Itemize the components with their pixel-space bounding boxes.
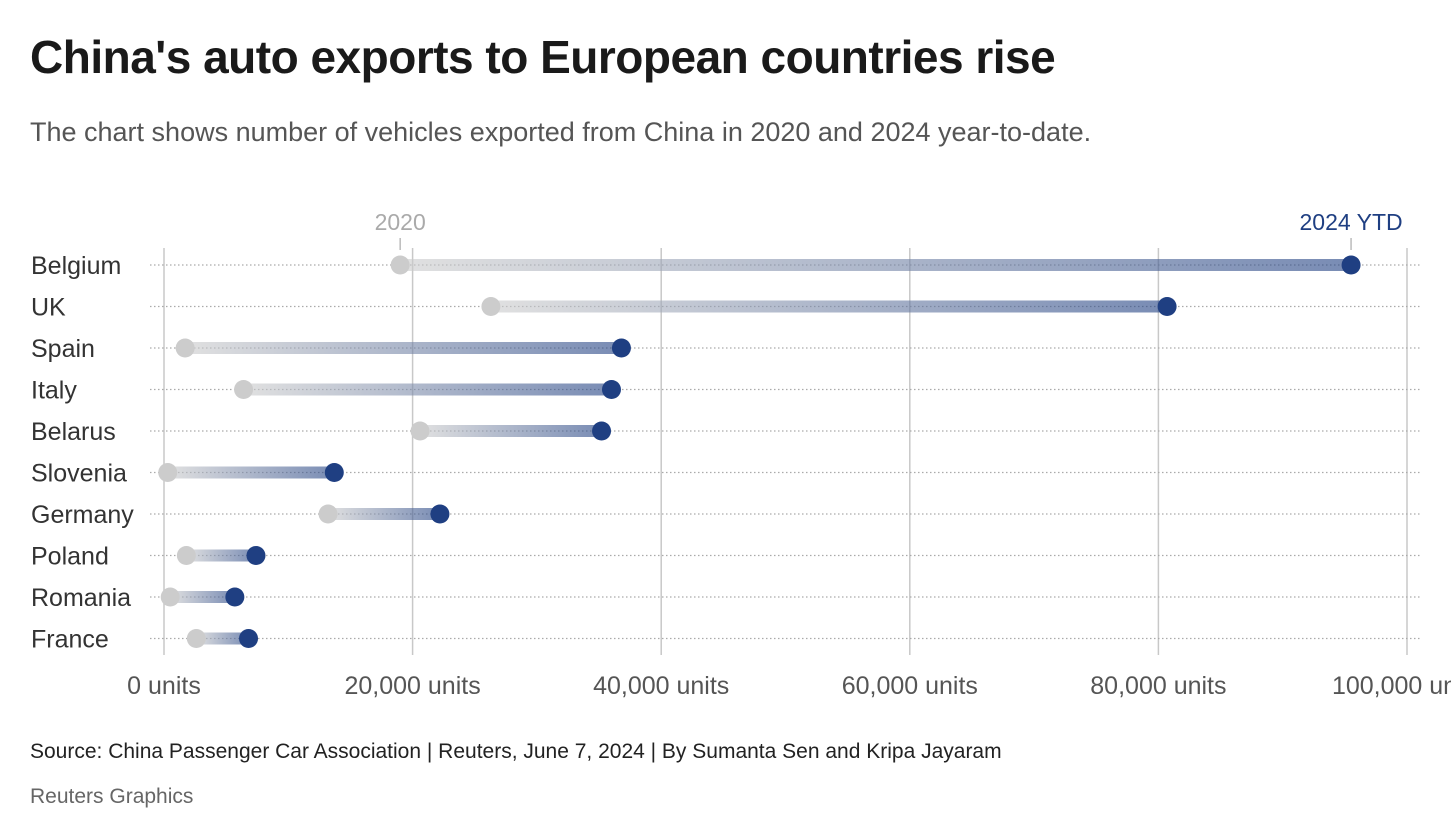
dot-2020	[176, 546, 196, 565]
dot-2020	[318, 504, 338, 524]
dot-2024	[1341, 255, 1361, 275]
row-label: France	[31, 626, 109, 654]
dumbbell-chart: Belgium UK Spain Italy Belarus Slovenia German…	[31, 209, 1451, 700]
dot-2020	[158, 463, 178, 482]
gridlines	[163, 248, 1408, 655]
dot-2024	[324, 463, 344, 482]
row-label: UK	[31, 294, 66, 322]
row-label: Belarus	[31, 418, 116, 446]
x-axis-ticks: 0 units 20,000 units 40,000 units 60,000 un…	[127, 672, 1451, 700]
dot-2020	[410, 421, 430, 441]
row-label: Germany	[31, 501, 134, 529]
chart-title: China's auto exports to European countri…	[30, 31, 1056, 83]
row-label: Belgium	[31, 252, 121, 280]
x-tick-label: 20,000 units	[344, 672, 480, 700]
dot-2020	[234, 380, 254, 399]
series-label-2024: 2024 YTD	[1299, 209, 1402, 235]
row-label: Italy	[31, 377, 77, 405]
series-label-2020: 2020	[375, 209, 426, 235]
x-tick-label: 80,000 units	[1090, 672, 1226, 700]
dot-2024	[1157, 297, 1177, 316]
chart-subtitle: The chart shows number of vehicles expor…	[30, 117, 1092, 147]
dot-2024	[611, 338, 631, 358]
dot-2024	[601, 380, 621, 399]
dot-2024	[239, 629, 259, 648]
dot-2020	[175, 338, 195, 358]
x-tick-label: 40,000 units	[593, 672, 729, 700]
dot-2024	[592, 421, 612, 441]
row-label: Romania	[31, 584, 131, 612]
graphics-credit: Reuters Graphics	[30, 785, 194, 808]
source-note: Source: China Passenger Car Association …	[30, 740, 1002, 763]
dot-2024	[246, 546, 266, 565]
dot-2020	[186, 629, 206, 648]
data-rows: Belgium UK Spain Italy Belarus Slovenia German…	[31, 252, 1420, 654]
dot-2024	[225, 587, 245, 607]
dot-2020	[160, 587, 180, 607]
series-labels: 2020 2024 YTD	[375, 209, 1403, 250]
dot-2024	[430, 504, 450, 524]
dot-2020	[481, 297, 501, 316]
x-tick-label: 60,000 units	[842, 672, 978, 700]
row-label: Poland	[31, 543, 109, 571]
x-tick-label: 0 units	[127, 672, 201, 700]
row-label: Slovenia	[31, 460, 127, 488]
row-label: Spain	[31, 335, 95, 363]
x-tick-label: 100,000 units	[1332, 672, 1451, 700]
dot-2020	[390, 255, 410, 275]
